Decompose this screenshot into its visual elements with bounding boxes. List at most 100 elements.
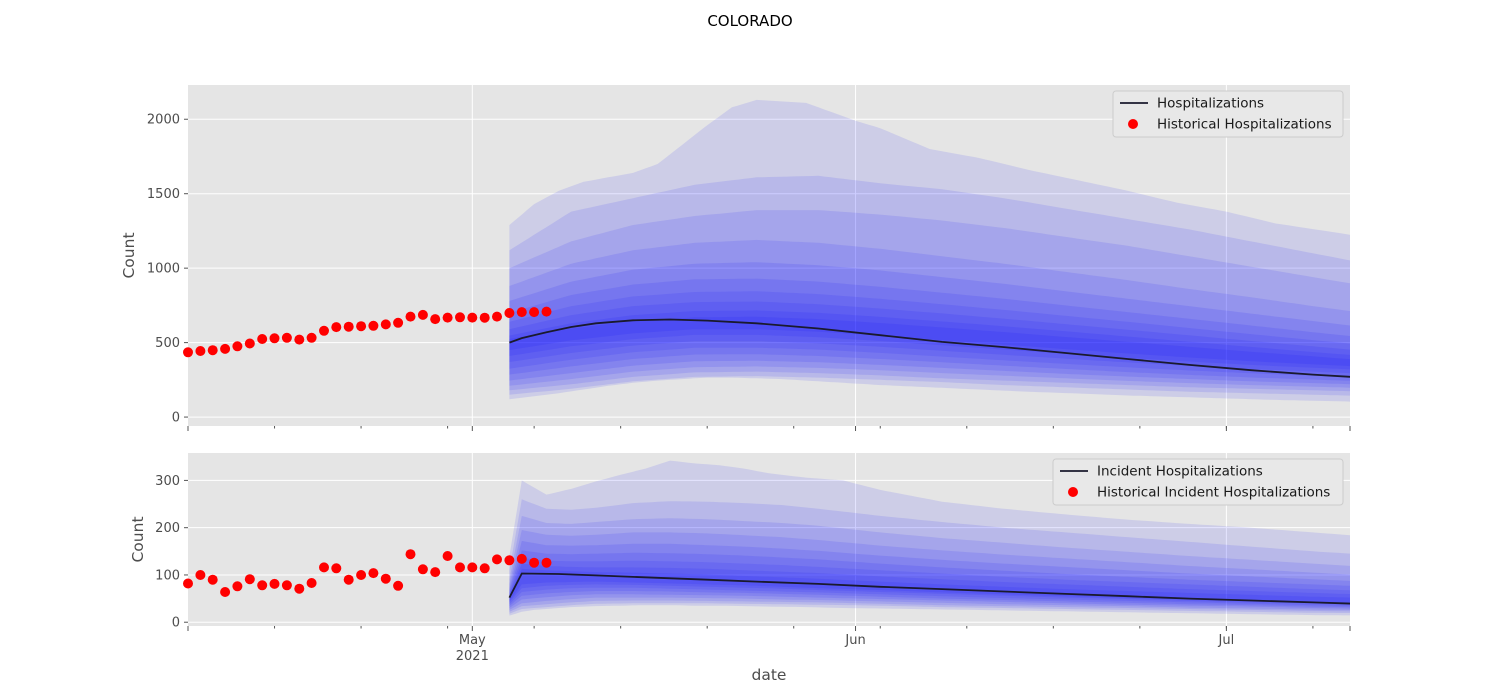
forecast-band-3 bbox=[509, 530, 1350, 610]
historical-point bbox=[232, 581, 243, 592]
historical-point bbox=[504, 555, 515, 566]
historical-point bbox=[467, 562, 478, 573]
historical-point bbox=[269, 333, 280, 344]
y-tick-label: 500 bbox=[155, 336, 180, 351]
historical-point bbox=[442, 312, 453, 323]
y-axis-label: Count bbox=[129, 516, 147, 562]
historical-point bbox=[244, 338, 255, 349]
forecast-band-0 bbox=[509, 460, 1350, 616]
historical-point bbox=[306, 332, 317, 343]
forecast-band-5 bbox=[509, 278, 1350, 381]
forecast-band-0 bbox=[509, 99, 1350, 402]
forecast-band-1 bbox=[509, 175, 1350, 396]
historical-point bbox=[356, 321, 367, 332]
historical-point bbox=[393, 580, 404, 591]
legend: Hospitalizations Historical Hospitalizati… bbox=[1112, 90, 1344, 138]
legend-point-swatch bbox=[1068, 487, 1078, 497]
legend: Incident Hospitalizations Historical Inci… bbox=[1052, 458, 1344, 506]
historical-point bbox=[504, 308, 515, 318]
forecast-band-5 bbox=[509, 550, 1350, 608]
historical-point bbox=[207, 574, 218, 585]
historical-point bbox=[455, 312, 465, 323]
forecast-band-6 bbox=[509, 291, 1350, 377]
historical-point bbox=[393, 317, 404, 328]
y-axis-label: Count bbox=[120, 232, 138, 278]
legend-label: Incident Hospitalizations bbox=[1097, 464, 1263, 480]
legend-label: Historical Hospitalizations bbox=[1157, 117, 1332, 133]
historical-point bbox=[183, 347, 193, 358]
historical-point bbox=[405, 549, 416, 560]
historical-point bbox=[541, 557, 552, 568]
historical-point bbox=[368, 320, 379, 331]
forecast-band-2 bbox=[509, 515, 1350, 612]
forecast-band-7 bbox=[509, 301, 1350, 374]
historical-point bbox=[220, 587, 231, 597]
x-tick-label: Jun bbox=[844, 633, 865, 648]
historical-point bbox=[430, 567, 441, 578]
historical-point bbox=[479, 563, 490, 574]
forecast-band-1 bbox=[509, 499, 1350, 614]
historical-point bbox=[183, 578, 193, 589]
x-axis-label: date bbox=[752, 666, 787, 684]
historical-point bbox=[541, 306, 552, 317]
x-tick-label: Jul bbox=[1218, 633, 1235, 648]
y-tick-label: 1000 bbox=[147, 262, 180, 277]
historical-point bbox=[529, 557, 540, 568]
historical-point bbox=[319, 562, 329, 573]
historical-point bbox=[244, 574, 255, 585]
legend-label: Hospitalizations bbox=[1157, 96, 1264, 112]
historical-point bbox=[331, 563, 342, 574]
historical-point bbox=[442, 551, 453, 561]
historical-point bbox=[430, 314, 441, 325]
historical-point bbox=[257, 580, 268, 591]
historical-point bbox=[232, 341, 243, 352]
forecast-median-line bbox=[509, 318, 1350, 378]
historical-point bbox=[306, 578, 317, 588]
historical-point bbox=[368, 568, 379, 579]
y-tick-label: 0 bbox=[172, 616, 180, 631]
legend-box bbox=[1112, 90, 1344, 138]
y-tick-label: 200 bbox=[155, 521, 180, 536]
forecast-band-9 bbox=[509, 316, 1350, 367]
legend-box bbox=[1052, 458, 1344, 506]
historical-point bbox=[529, 307, 540, 318]
historical-point bbox=[343, 574, 354, 585]
y-tick-label: 1500 bbox=[147, 187, 180, 202]
plot-background bbox=[188, 85, 1350, 426]
historical-point bbox=[417, 564, 428, 575]
historical-point bbox=[455, 562, 465, 573]
legend-point-swatch bbox=[1128, 119, 1138, 129]
historical-point bbox=[207, 345, 218, 356]
forecast-band-8 bbox=[509, 568, 1350, 604]
historical-point bbox=[405, 311, 416, 322]
plot-area bbox=[509, 99, 1350, 402]
forecast-band-2 bbox=[509, 210, 1350, 392]
y-tick-label: 2000 bbox=[147, 113, 180, 128]
historical-point bbox=[195, 346, 206, 356]
historical-point bbox=[319, 325, 329, 336]
historical-point bbox=[195, 570, 206, 580]
y-tick-label: 100 bbox=[155, 568, 180, 583]
historical-point bbox=[492, 554, 502, 565]
historical-point bbox=[281, 332, 292, 343]
forecast-band-6 bbox=[509, 557, 1350, 606]
historical-point bbox=[356, 570, 367, 580]
hospitalizations-panel: 0 500 1000 1500 2000 Count Hospitalizations His… bbox=[120, 85, 1351, 431]
x-tick-label: May bbox=[459, 633, 486, 648]
legend-label: Historical Incident Hospitalizations bbox=[1097, 485, 1330, 501]
x-tick-sublabel: 2021 bbox=[456, 649, 489, 664]
historical-point bbox=[380, 319, 391, 330]
forecast-band-3 bbox=[509, 239, 1350, 388]
historical-point bbox=[281, 580, 292, 591]
historical-point bbox=[492, 311, 502, 322]
forecast-band-4 bbox=[509, 540, 1350, 609]
forecast-band-7 bbox=[509, 563, 1350, 605]
historical-point bbox=[417, 309, 428, 320]
historical-point bbox=[479, 312, 490, 323]
historical-point bbox=[331, 322, 342, 333]
historical-point bbox=[467, 312, 478, 323]
historical-point bbox=[516, 553, 527, 564]
forecast-band-4 bbox=[509, 262, 1350, 385]
